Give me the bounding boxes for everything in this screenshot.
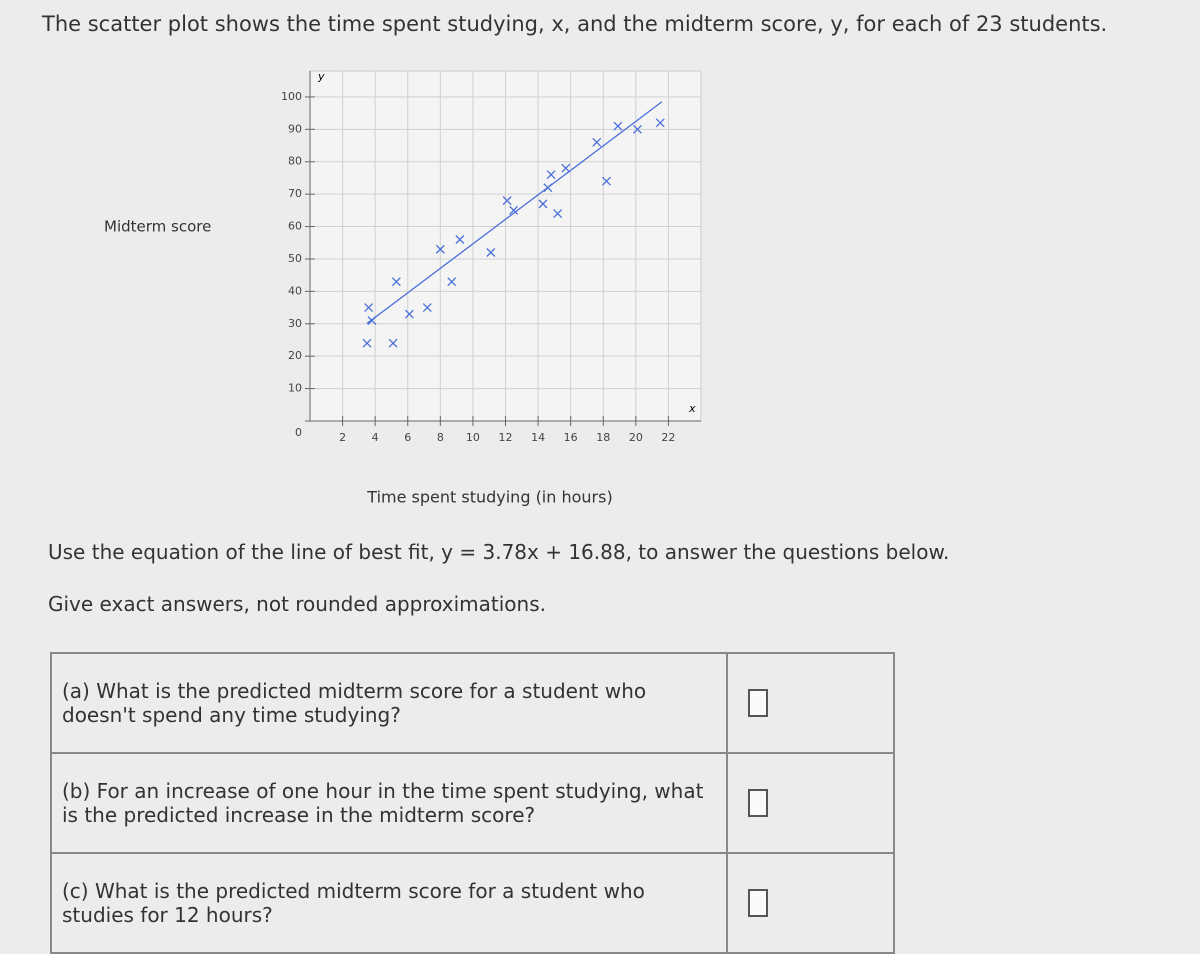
point bbox=[435, 244, 445, 254]
x-tick-label: 10 bbox=[466, 431, 480, 444]
x-tick-label: 14 bbox=[531, 431, 545, 444]
chart: 0 10 20 30 40 50 60 70 80 90 100 2 4 6 8 10 12 14 16 18 20 22… bbox=[104, 70, 702, 507]
point bbox=[655, 118, 665, 128]
question-row: (b) For an increase of one hour in the t… bbox=[50, 752, 895, 854]
answer-box[interactable] bbox=[748, 789, 768, 817]
answer-cell bbox=[726, 652, 895, 754]
question-row: (c) What is the predicted midterm score … bbox=[50, 852, 895, 954]
point bbox=[543, 183, 553, 193]
x-tick-label: 8 bbox=[437, 431, 444, 444]
point bbox=[388, 338, 398, 348]
y-tick-label: 0 bbox=[295, 426, 302, 439]
point bbox=[422, 303, 432, 313]
question: (a) What is the predicted midterm score … bbox=[50, 652, 728, 754]
point bbox=[364, 303, 374, 313]
x-tick-label: 18 bbox=[596, 431, 610, 444]
x-tick-label: 12 bbox=[499, 431, 513, 444]
x-axis-symbol: x bbox=[688, 402, 696, 415]
y-tick-label: 50 bbox=[288, 252, 302, 265]
point bbox=[362, 338, 372, 348]
point bbox=[447, 277, 457, 287]
question: (c) What is the predicted midterm score … bbox=[50, 852, 728, 954]
point bbox=[613, 121, 623, 131]
point bbox=[404, 309, 414, 319]
y-tick-label: 90 bbox=[288, 122, 302, 135]
x-tick-label: 16 bbox=[564, 431, 578, 444]
point bbox=[592, 137, 602, 147]
instruction: Use the equation of the line of best fit… bbox=[48, 540, 950, 564]
point bbox=[633, 124, 642, 134]
y-tick-label: 80 bbox=[288, 155, 302, 168]
point bbox=[546, 170, 556, 180]
fit-line bbox=[366, 101, 663, 324]
point bbox=[486, 248, 496, 257]
answer-cell bbox=[726, 852, 895, 954]
answer-box[interactable] bbox=[748, 889, 768, 917]
y-tick-label: 70 bbox=[288, 187, 302, 200]
title: The scatter plot shows the time spent st… bbox=[42, 12, 1108, 36]
question-table: (a) What is the predicted midterm score … bbox=[50, 652, 895, 954]
answer-box[interactable] bbox=[748, 689, 768, 717]
y-tick-label: 30 bbox=[288, 317, 302, 330]
y-axis-symbol: y bbox=[317, 70, 325, 83]
point bbox=[455, 235, 465, 244]
instruction: Give exact answers, not rounded approxim… bbox=[48, 592, 546, 616]
point bbox=[561, 163, 571, 173]
x-tick-label: 6 bbox=[404, 431, 411, 444]
x-tick-label: 20 bbox=[629, 431, 643, 444]
question: (b) For an increase of one hour in the t… bbox=[50, 752, 728, 854]
y-tick-label: 20 bbox=[288, 349, 302, 362]
point bbox=[367, 316, 377, 325]
point bbox=[602, 176, 611, 186]
point bbox=[509, 205, 519, 215]
x-tick-label: 2 bbox=[339, 431, 346, 444]
x-tick-label: 4 bbox=[372, 431, 379, 444]
question-row: (a) What is the predicted midterm score … bbox=[50, 652, 895, 754]
y-axis-label: Midterm score bbox=[104, 218, 211, 236]
point bbox=[553, 209, 563, 219]
answer-cell bbox=[726, 752, 895, 854]
point bbox=[502, 196, 512, 206]
y-tick-label: 10 bbox=[288, 382, 302, 395]
x-axis-label: Time spent studying (in hours) bbox=[366, 488, 612, 507]
x-tick-label: 22 bbox=[661, 431, 675, 444]
y-tick-label: 40 bbox=[288, 284, 302, 297]
point bbox=[391, 277, 401, 287]
point bbox=[538, 199, 548, 209]
y-tick-label: 100 bbox=[281, 90, 302, 103]
y-tick-label: 60 bbox=[288, 220, 302, 233]
